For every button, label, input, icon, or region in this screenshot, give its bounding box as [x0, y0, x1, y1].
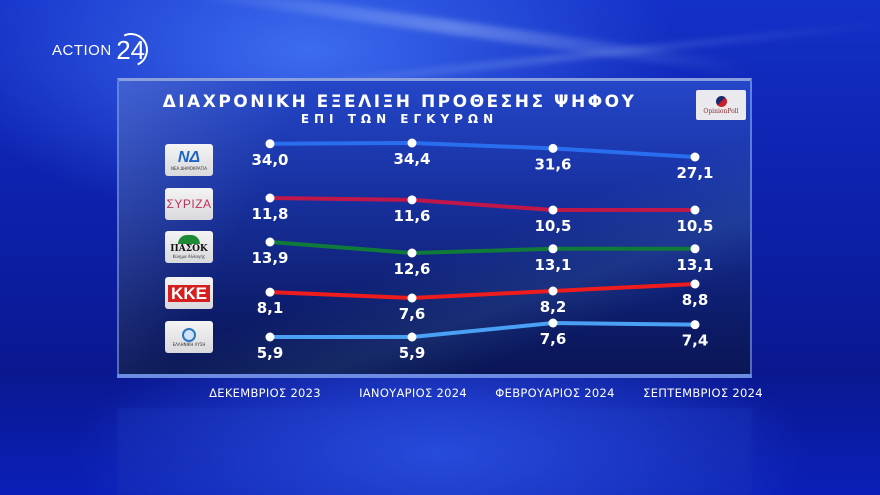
data-point — [548, 286, 558, 296]
data-point — [265, 237, 275, 247]
compass-icon — [182, 327, 196, 342]
series-line — [269, 196, 695, 212]
data-label: 13,1 — [534, 256, 571, 274]
pollster-dot-icon — [715, 95, 727, 107]
data-label: 12,6 — [393, 260, 430, 278]
data-label: 8,2 — [540, 298, 567, 316]
party-logo-pasok: ΠΑΣΟΚ Κίνημα Αλλαγής — [165, 231, 213, 263]
data-point — [548, 318, 558, 328]
party-logo-syriza: ΣΥΡΙΖΑ — [165, 188, 213, 220]
x-label: ΙΑΝΟΥΑΡΙΟΣ 2024 — [359, 386, 467, 400]
channel-logo: ACTION 24 — [52, 28, 153, 72]
data-label: 5,9 — [399, 344, 426, 362]
data-point — [690, 152, 700, 162]
data-label: 5,9 — [257, 344, 284, 362]
data-point — [265, 287, 275, 297]
data-label: 13,9 — [251, 249, 288, 267]
x-label: ΔΕΚΕΜΒΡΙΟΣ 2023 — [209, 386, 321, 400]
data-point — [407, 138, 417, 148]
chart-subtitle: ΕΠΙ ΤΩΝ ΕΓΚΥΡΩΝ — [300, 112, 499, 126]
data-point — [548, 244, 558, 254]
series-line — [269, 141, 696, 159]
series-line — [269, 282, 696, 300]
pollster-logo: OpinionPoll — [696, 90, 746, 120]
data-label: 27,1 — [676, 164, 713, 182]
data-label: 8,8 — [682, 291, 709, 309]
pasok-sun-icon — [178, 235, 200, 244]
data-point — [690, 320, 700, 330]
party-logo-nd: ΝΔ ΝΕΑ ΔΗΜΟΚΡΑΤΙΑ — [165, 144, 213, 176]
data-label: 7,6 — [399, 305, 426, 323]
data-label: 34,4 — [393, 150, 430, 168]
data-label: 31,6 — [534, 155, 571, 173]
data-label: 7,6 — [540, 330, 567, 348]
data-point — [265, 193, 275, 203]
channel-name: ACTION — [52, 41, 112, 59]
data-point — [407, 332, 417, 342]
data-point — [548, 143, 558, 153]
data-point — [690, 244, 700, 254]
series-line — [270, 321, 696, 339]
floor-reflection — [117, 408, 752, 495]
data-point — [265, 332, 275, 342]
data-point — [548, 205, 558, 215]
party-logo-elliniki-lysi: ΕΛΛΗΝΙΚΗ ΛΥΣΗ — [165, 321, 213, 353]
data-label: 34,0 — [251, 151, 288, 169]
data-label: 10,5 — [534, 217, 571, 235]
data-label: 10,5 — [676, 217, 713, 235]
data-label: 13,1 — [676, 256, 713, 274]
data-label: 7,4 — [682, 332, 709, 350]
data-label: 11,8 — [251, 205, 288, 223]
party-logo-kke: ΚΚΕ — [165, 277, 213, 309]
channel-number: 24 — [108, 28, 153, 72]
data-point — [407, 195, 417, 205]
x-label: ΣΕΠΤΕΜΒΡΙΟΣ 2024 — [643, 386, 763, 400]
data-point — [265, 139, 275, 149]
data-label: 8,1 — [257, 299, 284, 317]
data-point — [690, 279, 700, 289]
data-point — [407, 293, 417, 303]
series-line — [269, 240, 695, 255]
x-axis-labels: ΔΕΚΕΜΒΡΙΟΣ 2023 ΙΑΝΟΥΑΡΙΟΣ 2024 ΦΕΒΡΟΥΑΡ… — [0, 386, 880, 404]
data-label: 11,6 — [393, 207, 430, 225]
chart-title: ΔΙΑΧΡΟΝΙΚΗ ΕΞΕΛΙΞΗ ΠΡΟΘΕΣΗΣ ΨΗΦΟΥ — [162, 92, 637, 112]
data-point — [407, 248, 417, 258]
x-label: ΦΕΒΡΟΥΑΡΙΟΣ 2024 — [495, 386, 615, 400]
data-point — [690, 205, 700, 215]
